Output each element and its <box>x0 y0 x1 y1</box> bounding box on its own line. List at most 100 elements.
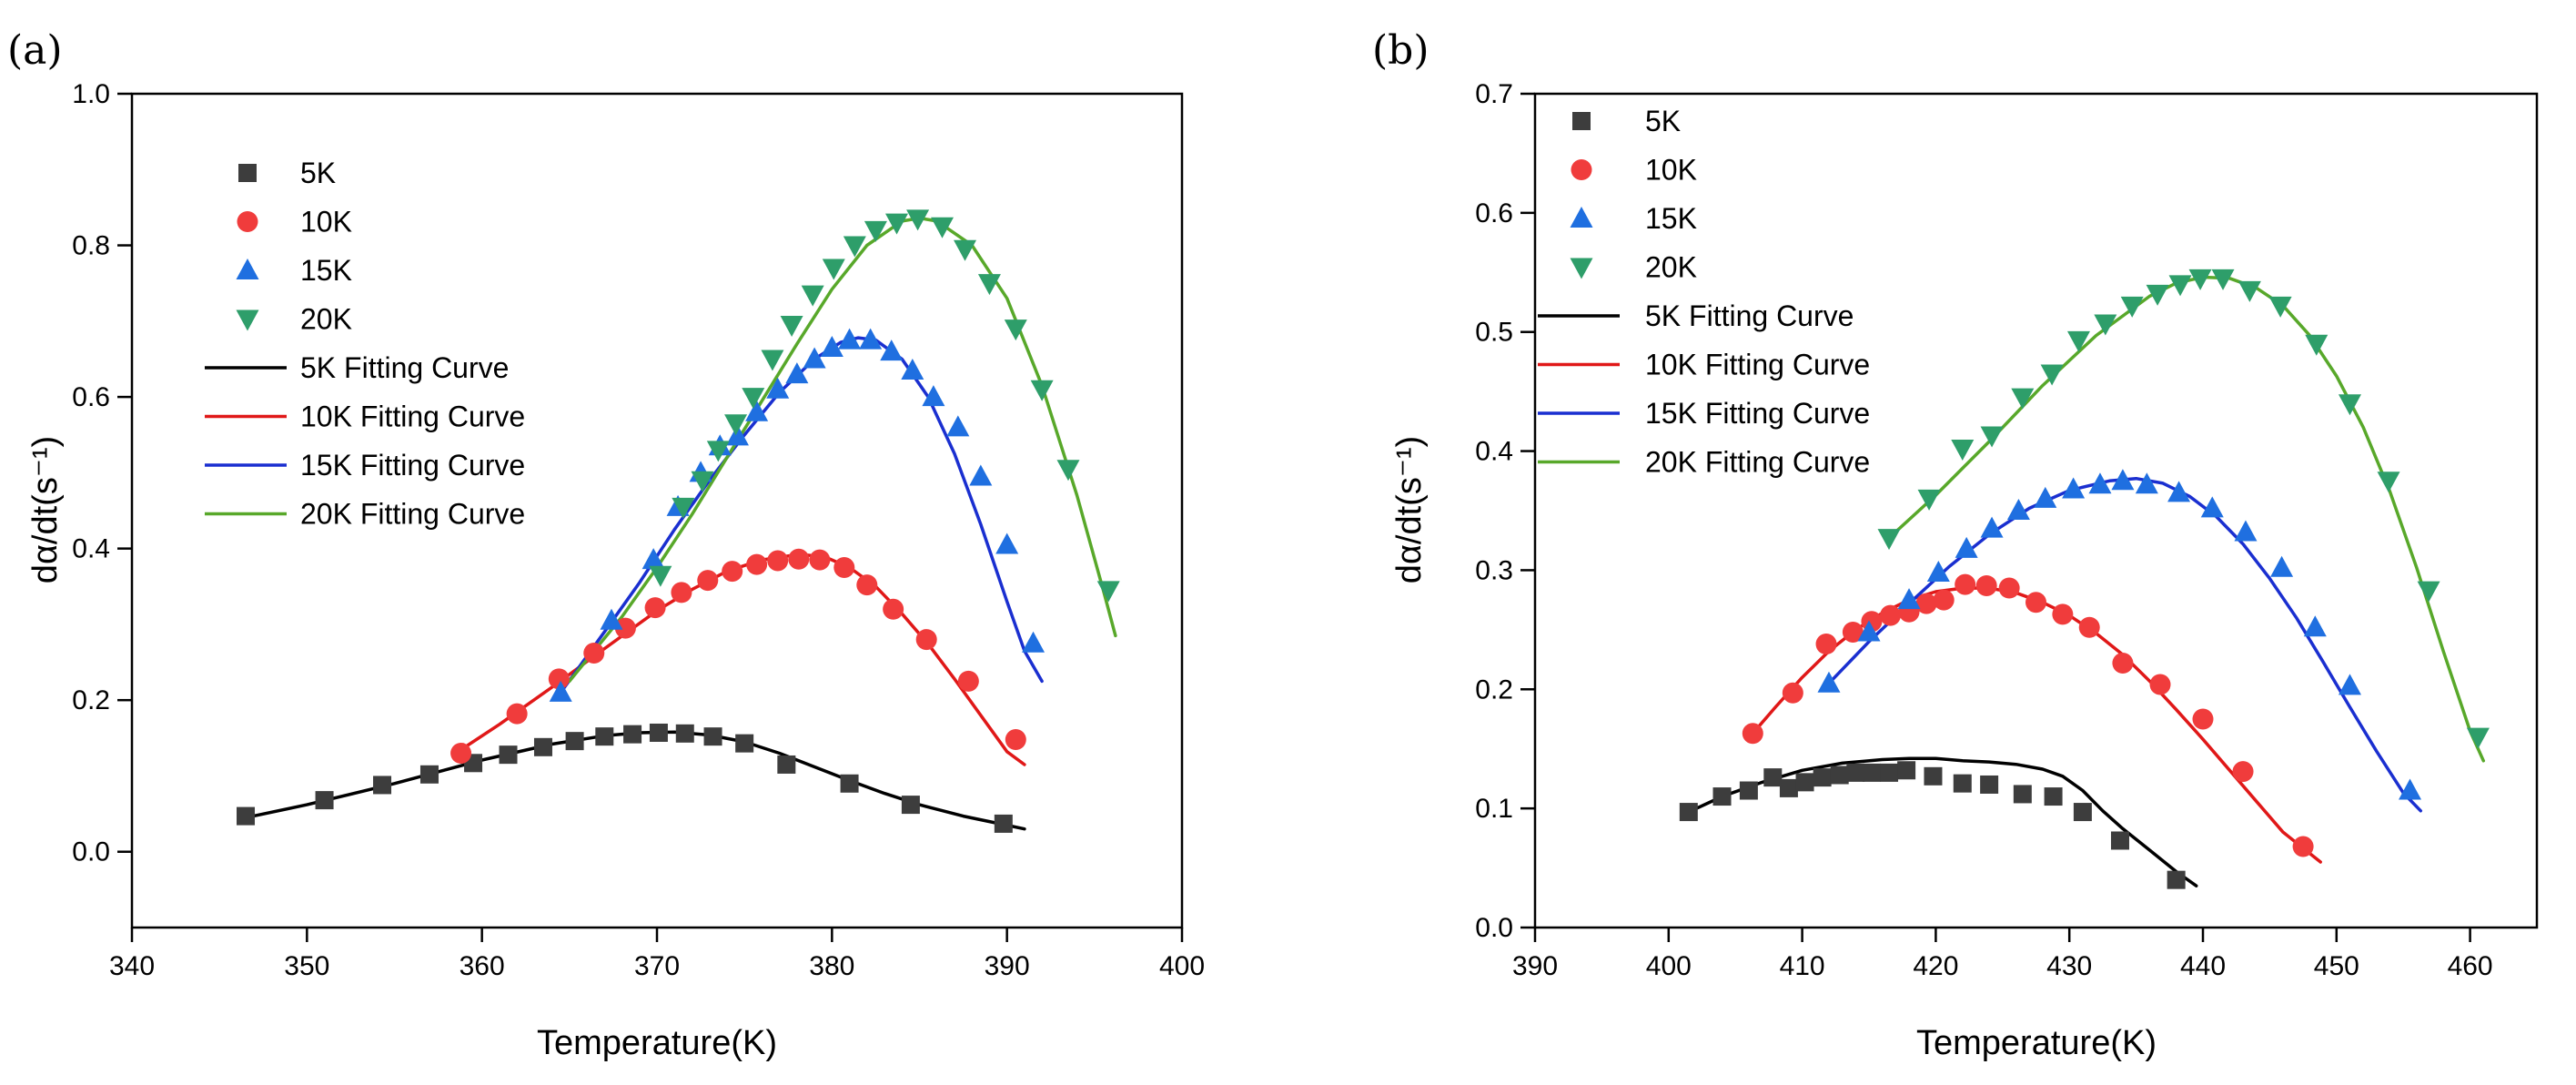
panel-a-legend: 5K 10K 15K 20K 5K Fitting Curve 10K Fitting C… <box>205 157 525 531</box>
panel-b-20k-series <box>1877 269 2490 749</box>
panel-b-legend-label: 10K <box>1645 154 1697 187</box>
panel-b-x-tick-label: 390 <box>1512 951 1558 981</box>
panel-a-x-tick-label: 390 <box>985 951 1030 981</box>
panel-a-legend-label: 15K Fitting Curve <box>300 449 525 482</box>
panel-a-x-tick-label: 370 <box>634 951 680 981</box>
panel-a-5k-point <box>315 791 334 810</box>
panel-b-15k-point <box>2270 555 2294 577</box>
panel-a-20k-fitting-curve-line <box>568 216 1117 684</box>
panel-a-y-tick-label: 0.8 <box>72 231 110 261</box>
panel-a-20k-point <box>1004 319 1027 341</box>
panel-b-y-tick-label: 0.1 <box>1475 794 1513 824</box>
panel-a-20k-point <box>691 471 714 492</box>
panel-a-x-axis-title: Temperature(K) <box>537 1024 777 1062</box>
panel-a-5k-point <box>777 755 796 774</box>
panel-b-5k-point <box>2073 803 2092 822</box>
panel-b-5k-point <box>1846 763 1865 782</box>
panel-a-20k-point <box>884 213 908 235</box>
panel-a-15k-point <box>922 385 945 407</box>
panel-b-20k-point <box>2305 334 2329 356</box>
panel-b-y-tick-label: 0.0 <box>1475 913 1513 943</box>
panel-a-15k-point <box>859 328 883 350</box>
panel-a-15k-point <box>880 340 904 361</box>
panel-b-y-axis-title: dα/dt(s⁻¹) <box>1390 436 1429 583</box>
panel-b-15k-point <box>2167 481 2191 502</box>
panel-a-15k-point <box>820 335 844 357</box>
panel-a-10k-point <box>957 670 979 692</box>
panel-a-15k-point <box>995 532 1019 554</box>
panel-b-5k-point <box>1712 787 1732 806</box>
panel-b-20k-point <box>2338 394 2361 416</box>
panel-b-legend-label: 15K <box>1645 202 1697 235</box>
panel-a: 340 350 360 370 380 390 400 0.0 0.2 0.4 0.6 0.8 1.0 T… <box>7 27 1205 1062</box>
panel-b-y-tick-label: 0.7 <box>1475 79 1513 109</box>
panel-b-20k-point <box>1917 489 1941 511</box>
panel-b-5k-point <box>1953 774 1972 793</box>
panel-b-10k-point <box>1975 574 1997 596</box>
panel-a-15k-point <box>838 328 862 350</box>
panel-b-10k-point <box>2149 674 2171 695</box>
panel-b-20k-fitting-curve-line <box>1887 275 2486 763</box>
panel-b-15k-point <box>2006 499 2030 520</box>
panel-a-y-tick-label: 1.0 <box>72 79 110 109</box>
panel-b-y-tick-label: 0.2 <box>1475 674 1513 705</box>
panel-a-5k-point <box>623 725 642 744</box>
panel-b-legend-swatch <box>1571 159 1592 180</box>
panel-a-legend-label: 20K Fitting Curve <box>300 498 525 531</box>
panel-b-5k-point <box>1739 781 1758 800</box>
panel-a-10k-point <box>548 668 570 690</box>
panel-b-5k-point <box>1795 773 1814 792</box>
panel-b-20k-point <box>1951 439 1975 461</box>
panel-a-legend-label: 10K Fitting Curve <box>300 401 525 433</box>
panel-a-15k-fitting-curve-line <box>559 336 1044 695</box>
panel-b-legend-swatch <box>1572 112 1591 130</box>
panel-b-x-tick-label: 430 <box>2046 951 2092 981</box>
panel-a-y-tick-label: 0.4 <box>72 534 110 564</box>
panel-b-10k-point <box>1742 723 1763 745</box>
panel-b-15k-fitting-curve-line <box>1827 476 2423 813</box>
panel-a-20k-point <box>706 441 730 462</box>
panel-a-legend-swatch <box>236 309 259 331</box>
panel-b-15k-point <box>1926 561 1950 583</box>
panel-b-20k-point <box>2168 275 2192 297</box>
panel-b-y-tick-label: 0.4 <box>1475 437 1513 467</box>
panel-b-10k-series <box>1742 573 2314 857</box>
panel-b-legend-label: 5K Fitting Curve <box>1645 299 1854 332</box>
panel-a-20k-point <box>906 209 930 231</box>
panel-b-5k-point <box>1763 768 1783 787</box>
panel-a-5k-point <box>565 732 584 751</box>
panel-b-y-tick-label: 0.6 <box>1475 198 1513 228</box>
panel-b-10k-point <box>1815 634 1837 655</box>
panel-a-5k-point <box>840 774 859 793</box>
panel-a-legend-label: 10K <box>300 206 352 238</box>
panel-b-20k-point <box>2211 269 2235 290</box>
panel-b-legend-label: 20K Fitting Curve <box>1645 446 1870 479</box>
panel-b-y-tick-label: 0.3 <box>1475 555 1513 585</box>
panel-a-15k-point <box>725 424 749 446</box>
panel-a-15k-point <box>969 464 993 486</box>
panel-a-10k-point <box>583 643 605 664</box>
panel-b-10k-point <box>1998 577 2020 599</box>
panel-a-legend-swatch <box>238 164 257 182</box>
panel-b-5k-point <box>2013 785 2032 804</box>
panel-a-x-tick-label: 360 <box>460 951 505 981</box>
panel-b-10k-point <box>1879 604 1901 626</box>
panel-a-20k-point <box>864 220 887 242</box>
panel-a-15k-series <box>549 328 1046 702</box>
panel-a-10k-point <box>915 629 937 651</box>
panel-a-x-tick-label: 380 <box>809 951 854 981</box>
panel-a-20k-point <box>954 239 977 261</box>
panel-a-5k-point <box>675 724 694 743</box>
panel-b-20k-point <box>2094 314 2117 336</box>
panel-b-5k-point <box>2167 870 2186 889</box>
panel-b-5k-point <box>1924 766 1943 786</box>
panel-b-15k-point <box>2303 615 2327 637</box>
panel-a-5k-series <box>237 723 1013 833</box>
panel-a-panel-label: (a) <box>7 27 63 74</box>
panel-a-10k-point <box>856 574 878 596</box>
panel-b-10k-point <box>2025 592 2046 613</box>
panel-a-15k-point <box>549 680 572 702</box>
panel-a-15k-point <box>766 377 790 399</box>
panel-a-5k-point <box>703 727 722 746</box>
panel-b-legend-swatch <box>1570 258 1593 279</box>
